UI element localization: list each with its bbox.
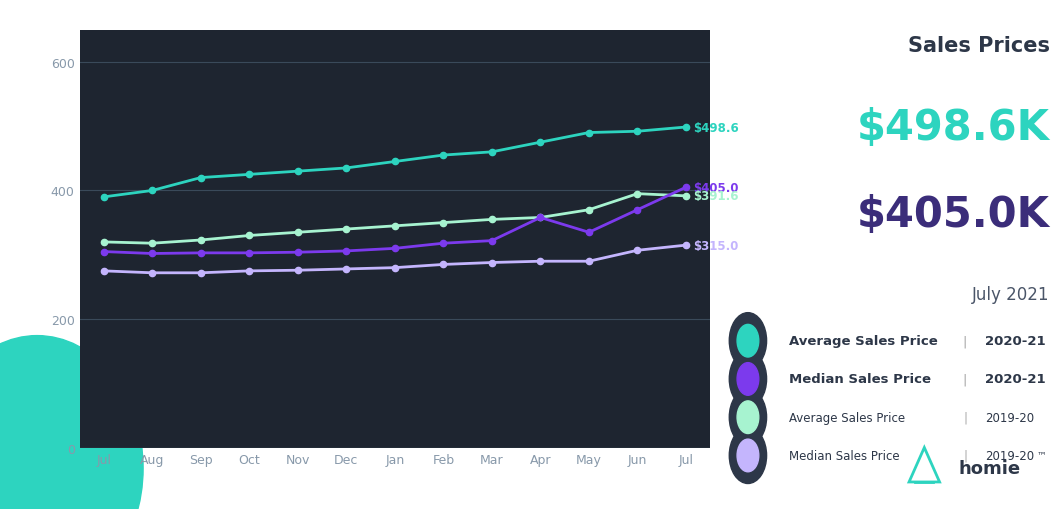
Text: 2020-21: 2020-21	[986, 334, 1046, 348]
Text: Average Sales Price: Average Sales Price	[789, 334, 937, 348]
Text: $405.0K: $405.0K	[856, 193, 1049, 235]
Text: 2019-20: 2019-20	[986, 449, 1035, 462]
Text: homie: homie	[958, 459, 1021, 477]
Circle shape	[729, 428, 766, 484]
Circle shape	[737, 401, 759, 434]
Circle shape	[737, 439, 759, 472]
Text: $498.6K: $498.6K	[856, 107, 1049, 149]
Circle shape	[729, 351, 766, 407]
Text: Median Sales Price: Median Sales Price	[789, 449, 899, 462]
Text: $498.6: $498.6	[693, 121, 739, 134]
Text: Average Sales Price: Average Sales Price	[789, 411, 905, 424]
Text: |: |	[962, 334, 967, 348]
Ellipse shape	[0, 336, 143, 509]
Text: Median Sales Price: Median Sales Price	[789, 373, 931, 386]
Text: July 2021: July 2021	[972, 285, 1049, 303]
Text: 2019-20: 2019-20	[986, 411, 1035, 424]
Circle shape	[729, 313, 766, 369]
Text: |: |	[962, 373, 967, 386]
Text: Sales Prices: Sales Prices	[907, 36, 1049, 55]
Text: ™: ™	[1037, 449, 1046, 459]
Text: |: |	[964, 411, 967, 424]
Text: $405.0: $405.0	[693, 181, 739, 194]
Circle shape	[729, 389, 766, 445]
Text: |: |	[964, 449, 967, 462]
Text: 2020-21: 2020-21	[986, 373, 1046, 386]
Circle shape	[737, 363, 759, 395]
Text: $315.0: $315.0	[693, 239, 738, 252]
Text: $391.6: $391.6	[693, 190, 739, 203]
Circle shape	[737, 325, 759, 357]
